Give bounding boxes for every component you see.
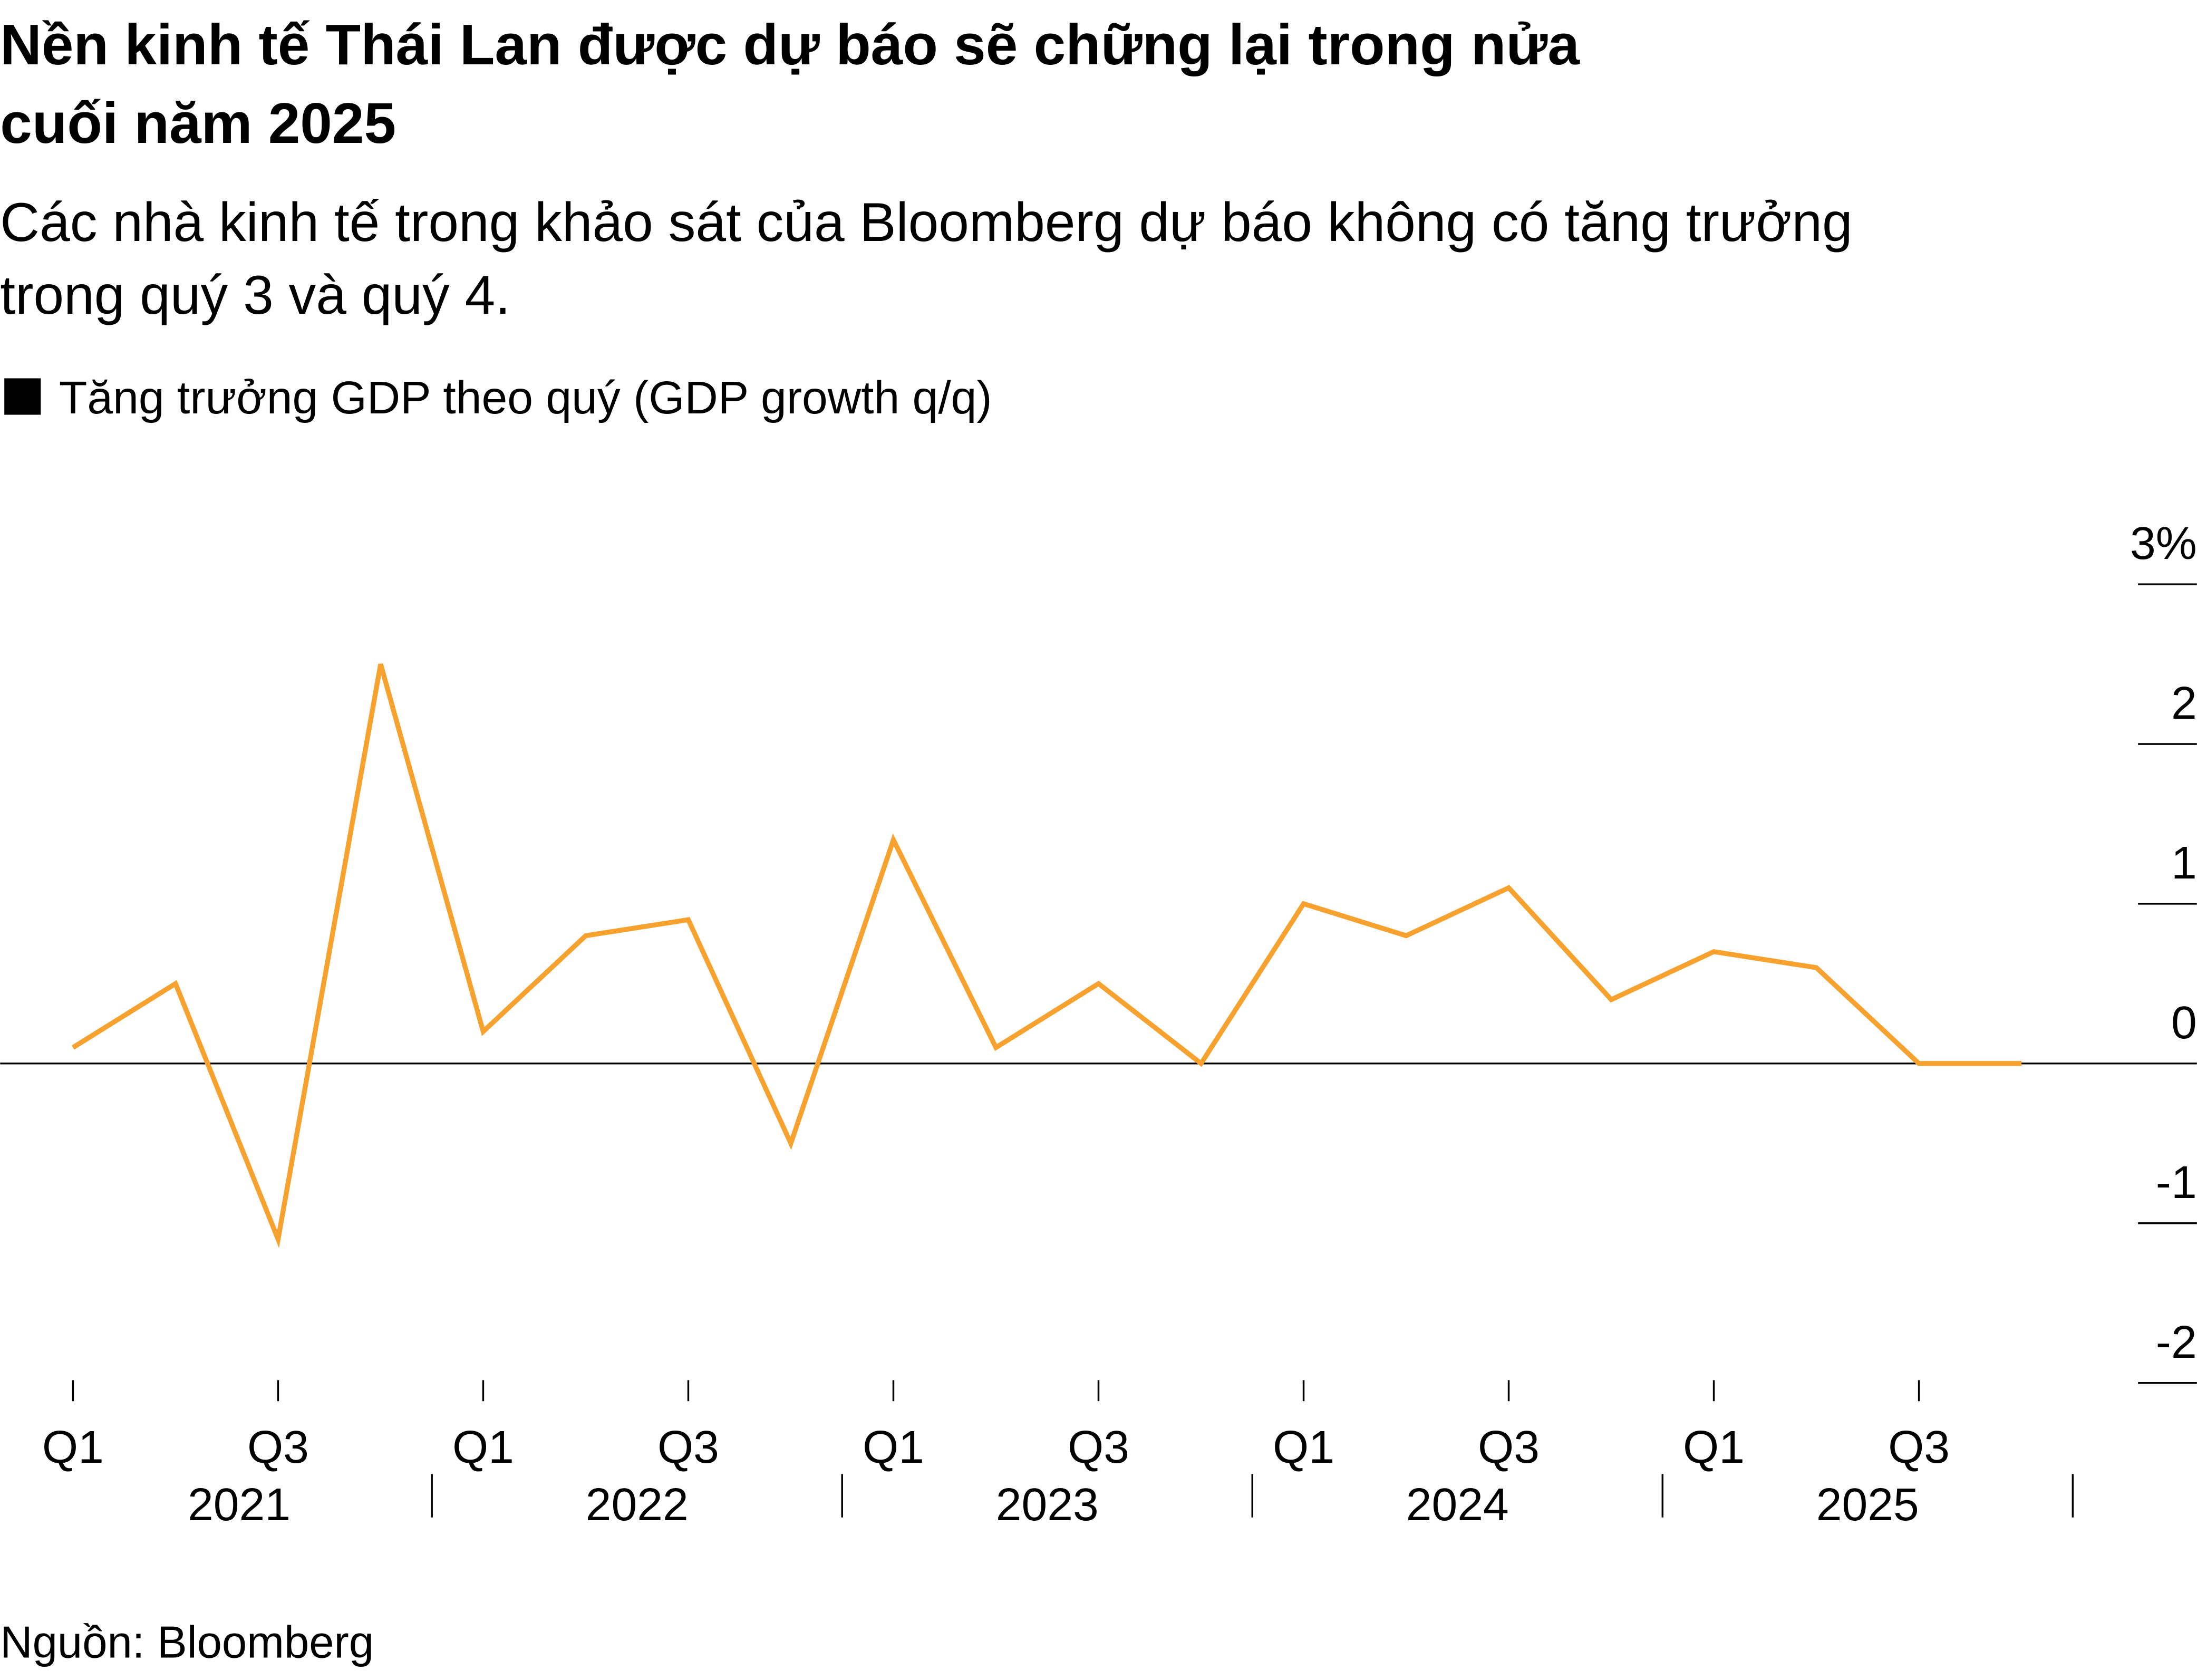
data-point	[893, 839, 894, 841]
y-tick-label: 1	[2171, 837, 2197, 889]
y-tick-label: -2	[2156, 1316, 2197, 1368]
title-line-2: cuối năm 2025	[0, 91, 396, 156]
y-tick-label: 3%	[2130, 517, 2197, 569]
x-tick-label: Q3	[1068, 1421, 1129, 1473]
x-tick-label: Q1	[863, 1421, 924, 1473]
x-tick-label: Q1	[1273, 1421, 1334, 1473]
subtitle-line-2: trong quý 3 và quý 4.	[0, 264, 510, 325]
data-point	[1611, 999, 1612, 1000]
x-tick-label: Q3	[657, 1421, 719, 1473]
data-point	[1508, 887, 1509, 888]
x-tick-label: Q1	[42, 1421, 104, 1473]
x-tick-label: Q1	[452, 1421, 514, 1473]
x-year-label: 2024	[1406, 1479, 1509, 1530]
legend-swatch	[4, 378, 41, 415]
y-tick-label: 0	[2171, 997, 2197, 1048]
x-year-label: 2023	[996, 1479, 1099, 1530]
y-axis: 3% 2 1 0 -1 -2	[0, 517, 2197, 1384]
x-tick-label: Q3	[1478, 1421, 1540, 1473]
x-year-label: 2022	[586, 1479, 689, 1530]
x-axis: Q1 Q3 Q1 Q3 Q1 Q3 Q1 Q3 Q1 Q3 2021 2022 2023 2024 2025	[42, 1380, 2074, 1530]
data-point	[1098, 983, 1099, 984]
series-line-gdp-growth	[71, 663, 2022, 1248]
title-line-1: Nền kinh tế Thái Lan được dự báo sẽ chữn…	[0, 13, 1580, 77]
y-tick-label: -1	[2156, 1156, 2197, 1208]
x-tick-label: Q3	[247, 1421, 309, 1473]
data-point	[1406, 935, 1407, 936]
x-tick-label: Q1	[1683, 1421, 1745, 1473]
x-year-label: 2021	[188, 1479, 291, 1530]
y-tick-label: 2	[2171, 677, 2197, 729]
source-note: Nguồn: Bloomberg	[0, 1617, 374, 1667]
legend-label: Tăng trưởng GDP theo quý (GDP growth q/q…	[59, 372, 992, 423]
x-tick-label: Q3	[1888, 1421, 1950, 1473]
x-year-label: 2025	[1816, 1479, 1919, 1530]
subtitle-line-1: Các nhà kinh tế trong khảo sát của Bloom…	[0, 191, 1852, 253]
data-points	[73, 664, 2022, 1240]
